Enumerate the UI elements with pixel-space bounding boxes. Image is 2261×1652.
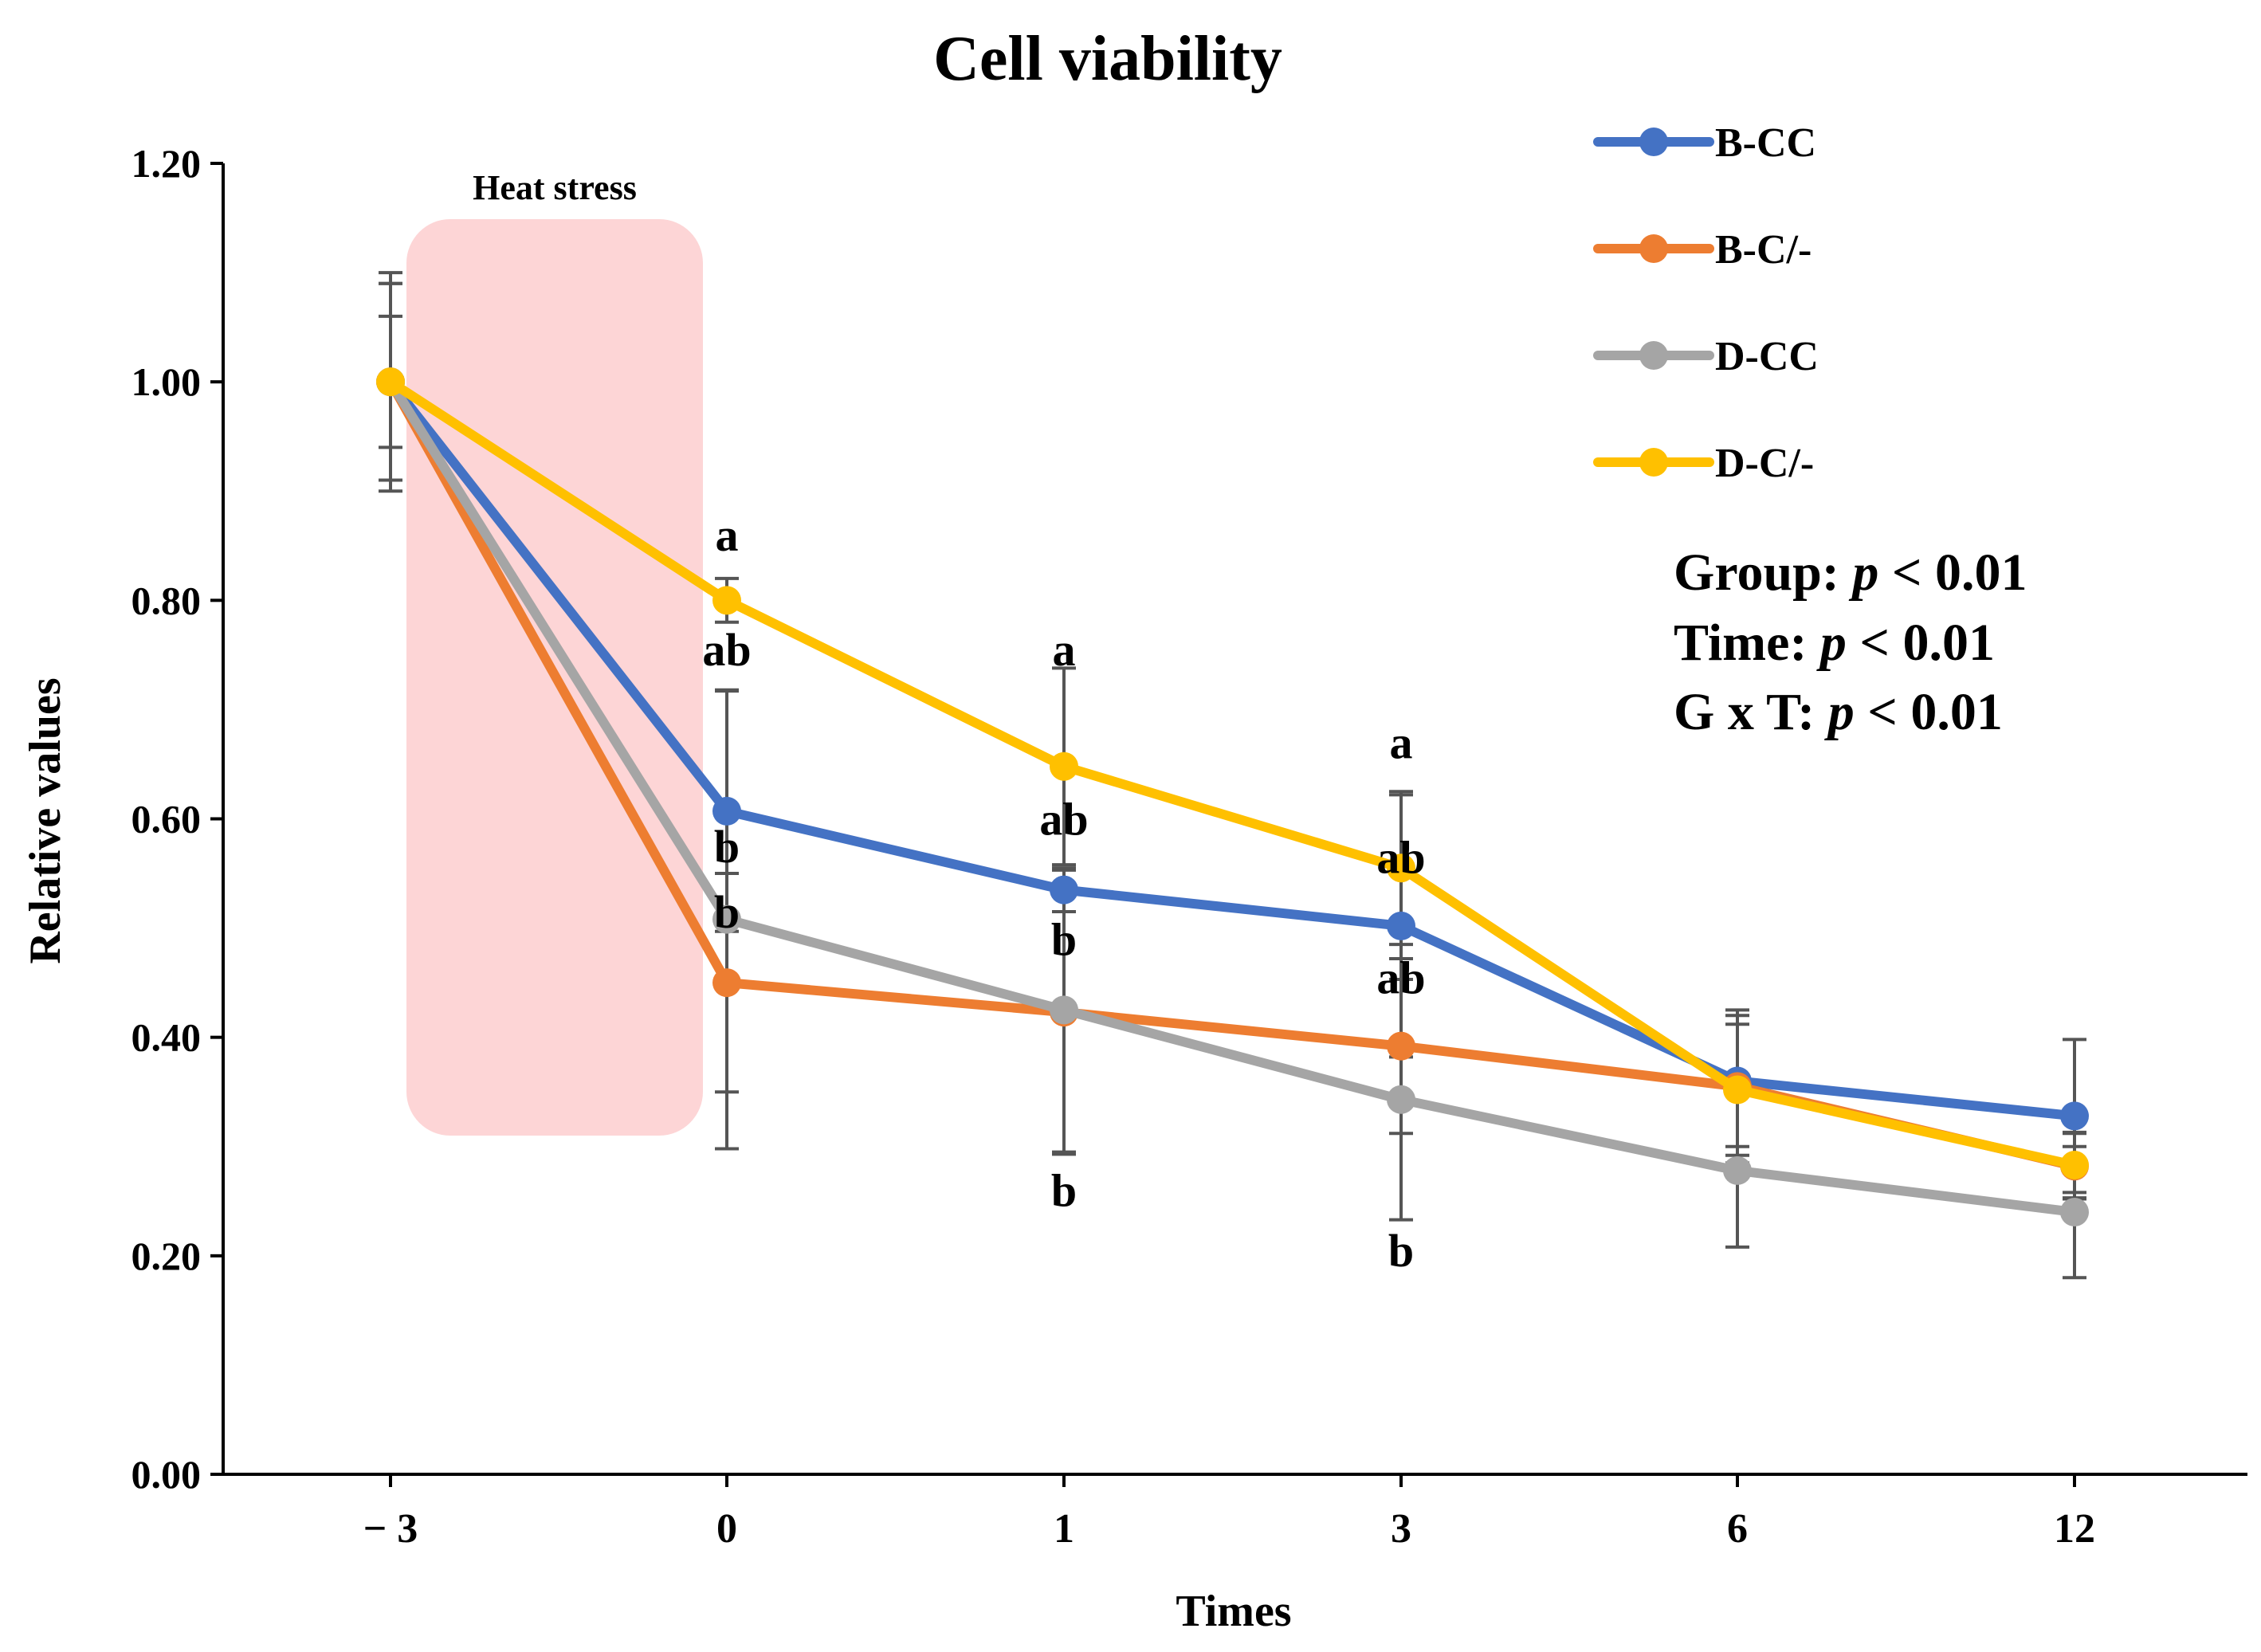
legend-marker-d-c — [1639, 448, 1668, 477]
data-point-b-cc — [2060, 1101, 2089, 1131]
significance-letter: b — [714, 821, 740, 873]
significance-letter: b — [714, 886, 740, 938]
significance-letter: a — [1053, 624, 1076, 676]
y-tick-label: 0.00 — [131, 1452, 202, 1497]
legend-marker-b-cc — [1639, 128, 1668, 156]
significance-letter: b — [1051, 913, 1077, 965]
data-point-d-cc — [1387, 1085, 1415, 1114]
legend-label-b-c: B-C/- — [1715, 227, 1812, 273]
stats-p-symbol: p — [1848, 543, 1878, 602]
data-point-d-c — [1387, 853, 1415, 883]
stats-p-symbol: p — [1824, 683, 1855, 741]
y-axis-label: Relative values — [21, 677, 70, 963]
stats-value: < 0.01 — [1847, 614, 1995, 672]
x-tick-label: 1 — [1054, 1506, 1074, 1552]
y-tick-label: 1.00 — [131, 359, 202, 404]
data-point-d-cc — [1723, 1156, 1752, 1185]
x-tick-label: 12 — [2054, 1506, 2095, 1552]
data-point-d-c — [376, 367, 405, 397]
series-line-d-c — [386, 377, 2079, 1171]
data-point-b-c — [1387, 1031, 1415, 1061]
heat-stress-label: Heat stress — [473, 168, 637, 207]
stats-value: < 0.01 — [1855, 683, 2003, 741]
series-line-b-cc — [386, 377, 2079, 1121]
data-point-b-c — [712, 968, 741, 998]
significance-letter: b — [1051, 1165, 1077, 1217]
y-tick-label: 0.20 — [131, 1234, 202, 1278]
data-point-d-cc — [2060, 1198, 2089, 1226]
significance-letter: b — [1388, 1225, 1414, 1277]
series-line-d-cc — [386, 377, 2079, 1217]
stats-line: G x T: p < 0.01 — [1674, 683, 2003, 741]
legend-label-d-cc: D-CC — [1715, 334, 1819, 379]
y-tick-label: 0.80 — [131, 578, 202, 622]
significance-letter: ab — [1039, 794, 1088, 846]
y-tick-label: 0.40 — [131, 1015, 202, 1060]
x-tick-label: 0 — [716, 1506, 737, 1552]
y-tick-label: 1.20 — [131, 141, 202, 186]
data-point-d-c — [712, 586, 741, 615]
data-point-d-cc — [1050, 995, 1078, 1025]
x-tick-label: − 3 — [363, 1506, 418, 1552]
stats-line: Group: p < 0.01 — [1674, 543, 2027, 602]
significance-letter: ab — [1376, 831, 1425, 883]
stats-line: Time: p < 0.01 — [1674, 614, 1995, 672]
stats-label: Group: — [1674, 543, 1852, 602]
significance-letter: ab — [1376, 952, 1425, 1003]
stats-p-symbol: p — [1816, 614, 1847, 672]
stats-label: Time: — [1674, 614, 1820, 672]
legend-marker-d-cc — [1639, 341, 1668, 370]
data-point-d-c — [2060, 1151, 2089, 1180]
y-tick-label: 0.60 — [131, 797, 202, 842]
x-axis-label: Times — [1176, 1587, 1291, 1636]
legend-marker-b-c — [1639, 234, 1668, 263]
data-point-d-c — [1723, 1075, 1752, 1105]
significance-letter: ab — [702, 624, 751, 676]
legend-label-d-c: D-C/- — [1715, 441, 1814, 486]
stats-value: < 0.01 — [1878, 543, 2027, 602]
data-point-b-cc — [1387, 911, 1415, 940]
data-point-b-cc — [1050, 875, 1078, 904]
data-point-b-cc — [712, 796, 741, 826]
chart-title: Cell viability — [933, 24, 1282, 94]
data-point-d-c — [1050, 751, 1078, 781]
x-tick-label: 6 — [1727, 1506, 1748, 1552]
x-tick-label: 3 — [1391, 1506, 1411, 1552]
significance-letter: a — [1390, 717, 1413, 769]
significance-letter: a — [716, 509, 739, 561]
data-point-d-cc — [712, 904, 741, 934]
legend-label-b-cc: B-CC — [1715, 120, 1816, 166]
stats-label: G x T: — [1674, 683, 1828, 741]
